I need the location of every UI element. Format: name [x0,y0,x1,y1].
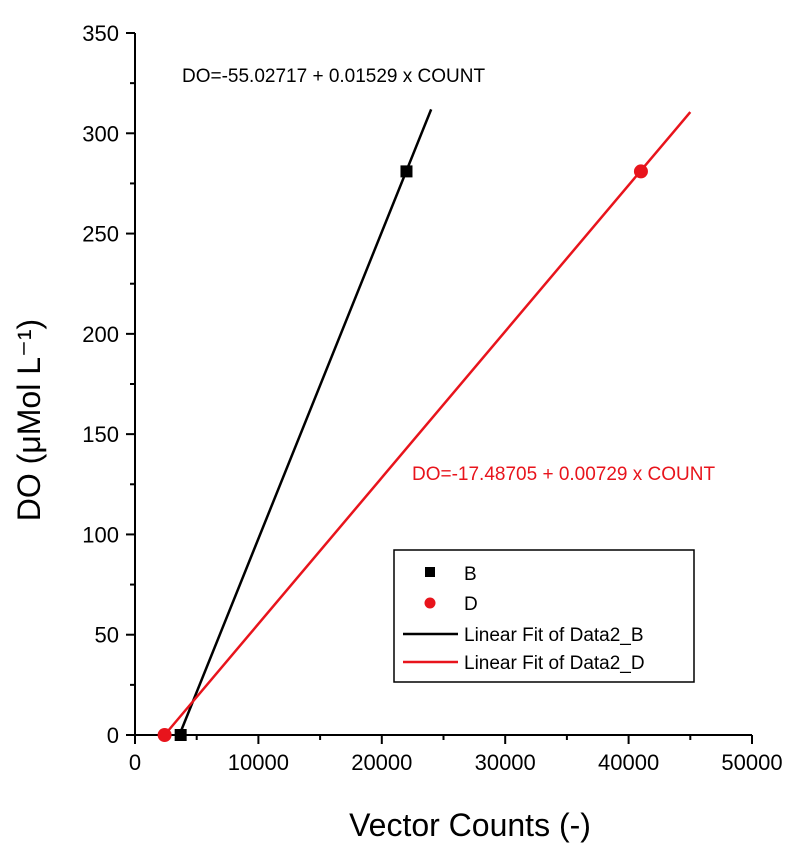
data-point-d [157,728,172,742]
legend-box [393,549,695,683]
y-tick-label: 200 [82,322,119,347]
x-tick-label: 10000 [228,750,289,775]
legend-label-b: B [464,564,477,585]
x-tick-label: 0 [129,750,141,775]
legend: B D Linear Fit of Data2_B Linear Fit of … [393,549,695,683]
y-axis-title: DO (μMol L⁻¹) [11,319,47,521]
x-axis-title: Vector Counts (-) [349,807,591,843]
plot-area: 0 10000 20000 30000 40000 50000 0 50 100 150 200 2… [82,21,782,775]
x-tick-label: 50000 [721,750,782,775]
fit-line-d [163,111,692,736]
y-tick-label: 300 [82,121,119,146]
x-tick-label: 40000 [598,750,659,775]
legend-label-fit-b: Linear Fit of Data2_B [464,625,644,646]
data-points [157,164,648,742]
y-ticks: 0 50 100 150 200 250 300 350 [82,21,135,748]
x-tick-label: 30000 [475,750,536,775]
legend-label-d: D [464,594,478,615]
legend-marker-d [424,597,436,609]
y-tick-label: 350 [82,21,119,46]
x-ticks: 0 10000 20000 30000 40000 50000 [129,735,783,775]
x-tick-label: 20000 [351,750,412,775]
y-tick-label: 50 [95,623,119,648]
legend-label-fit-d: Linear Fit of Data2_D [464,653,645,674]
y-tick-label: 100 [82,522,119,547]
fit-lines [163,108,692,736]
legend-marker-b [425,567,435,577]
y-tick-label: 250 [82,222,119,247]
fit-equation-d: DO=-17.48705 + 0.00729 x COUNT [412,464,716,485]
fit-line-b [178,108,433,736]
fit-equation-b: DO=-55.02717 + 0.01529 x COUNT [182,66,486,87]
y-tick-label: 0 [107,723,119,748]
data-point-b [400,165,413,178]
data-point-b [174,729,187,741]
y-tick-label: 150 [82,422,119,447]
data-point-d [633,164,648,179]
